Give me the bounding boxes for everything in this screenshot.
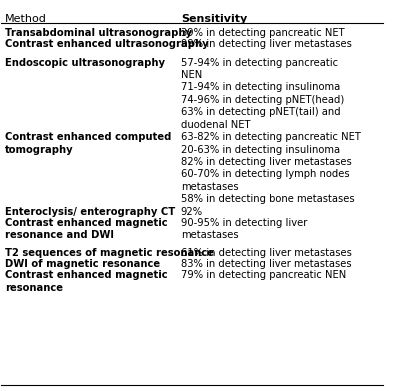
Text: Endoscopic ultrasonography: Endoscopic ultrasonography — [5, 57, 165, 68]
Text: Contrast enhanced ultrasonography: Contrast enhanced ultrasonography — [5, 39, 209, 49]
Text: 57-94% in detecting pancreatic
NEN
71-94% in detecting insulinoma
74-96% in dete: 57-94% in detecting pancreatic NEN 71-94… — [181, 57, 344, 129]
Text: Contrast enhanced magnetic
resonance: Contrast enhanced magnetic resonance — [5, 270, 168, 292]
Text: 99% in detecting liver metastases: 99% in detecting liver metastases — [181, 39, 352, 49]
Text: DWI of magnetic resonance: DWI of magnetic resonance — [5, 259, 160, 269]
Text: 79% in detecting pancreatic NEN: 79% in detecting pancreatic NEN — [181, 270, 346, 280]
Text: 61% in detecting liver metastases: 61% in detecting liver metastases — [181, 248, 352, 258]
Text: Contrast enhanced magnetic
resonance and DWI: Contrast enhanced magnetic resonance and… — [5, 218, 168, 240]
Text: 63-82% in detecting pancreatic NET
20-63% in detecting insulinoma
82% in detecti: 63-82% in detecting pancreatic NET 20-63… — [181, 132, 361, 204]
Text: T2 sequences of magnetic resonance: T2 sequences of magnetic resonance — [5, 248, 214, 258]
Text: Transabdominal ultrasonography: Transabdominal ultrasonography — [5, 28, 192, 38]
Text: 83% in detecting liver metastases: 83% in detecting liver metastases — [181, 259, 351, 269]
Text: Method: Method — [5, 14, 47, 24]
Text: Sensitivity: Sensitivity — [181, 14, 247, 24]
Text: Contrast enhanced computed
tomography: Contrast enhanced computed tomography — [5, 132, 172, 154]
Text: 92%: 92% — [181, 207, 203, 217]
Text: 90-95% in detecting liver
metastases: 90-95% in detecting liver metastases — [181, 218, 307, 240]
Text: 39% in detecting pancreatic NET: 39% in detecting pancreatic NET — [181, 28, 344, 38]
Text: Enteroclysis/ enterography CT: Enteroclysis/ enterography CT — [5, 207, 176, 217]
